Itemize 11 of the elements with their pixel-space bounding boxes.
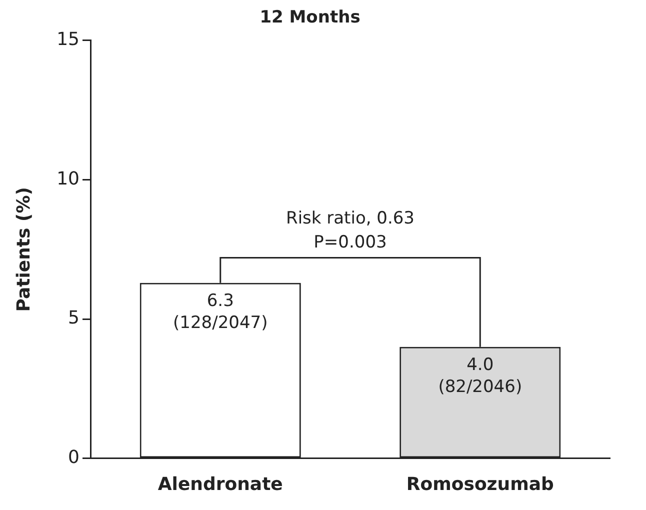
- y-tick-label: 10: [56, 168, 80, 190]
- data-label: 6.3 (128/2047): [173, 290, 268, 333]
- y-tick-label: 0: [68, 447, 80, 468]
- x-tick-label: Romosozumab: [406, 474, 554, 495]
- y-axis-title: Patients (%): [13, 187, 34, 312]
- x-tick-label: Alendronate: [158, 474, 283, 495]
- chart-title: 12 Months: [260, 8, 360, 28]
- y-tick-label: 15: [56, 29, 80, 50]
- data-label: 4.0 (82/2046): [438, 354, 522, 397]
- annotation: Risk ratio, 0.63 P=0.003: [286, 208, 414, 253]
- y-tick-label: 5: [68, 308, 80, 329]
